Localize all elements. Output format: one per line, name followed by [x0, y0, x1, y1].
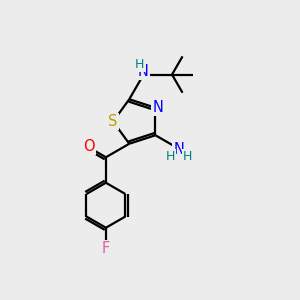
Text: N: N	[174, 142, 184, 157]
Text: H: H	[134, 58, 144, 70]
Text: H: H	[183, 150, 192, 163]
Text: H: H	[165, 150, 175, 163]
Text: N: N	[138, 64, 149, 79]
Text: N: N	[152, 100, 163, 115]
Text: S: S	[108, 114, 118, 129]
Text: O: O	[83, 139, 95, 154]
Text: F: F	[102, 241, 110, 256]
